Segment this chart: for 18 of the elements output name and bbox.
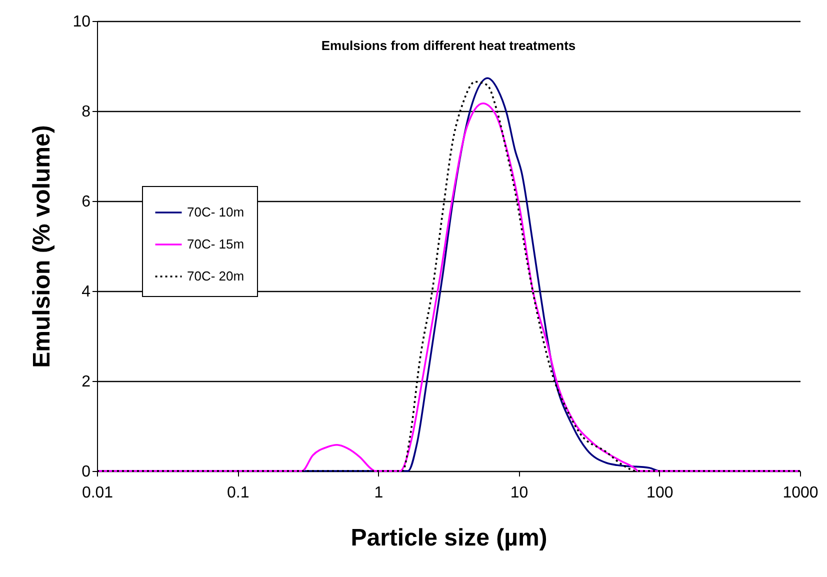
- y-tick-label: 10: [72, 14, 91, 30]
- legend-label: 70C- 15m: [187, 236, 244, 252]
- x-tick-label: 0.01: [82, 484, 114, 502]
- y-tick-label: 0: [82, 464, 91, 480]
- y-axis-title: Emulsion (% volume): [28, 125, 56, 368]
- x-axis-title: Particle size (µm): [350, 524, 548, 552]
- legend-label: 70C- 20m: [187, 268, 244, 284]
- y-tick-label: 2: [82, 374, 91, 390]
- y-tick-label: 4: [82, 284, 91, 300]
- x-tick-label: 100: [646, 484, 674, 502]
- x-tick-label: 1: [374, 484, 384, 502]
- x-tick-label: 1000: [782, 484, 818, 502]
- text: Emulsions from different heat treatments: [321, 38, 576, 53]
- legend-label: 70C- 10m: [187, 204, 244, 220]
- y-tick-label: 6: [82, 194, 91, 210]
- x-tick-label: 0.1: [226, 484, 250, 502]
- y-tick-label: 8: [82, 104, 91, 120]
- x-tick-label: 10: [510, 484, 528, 502]
